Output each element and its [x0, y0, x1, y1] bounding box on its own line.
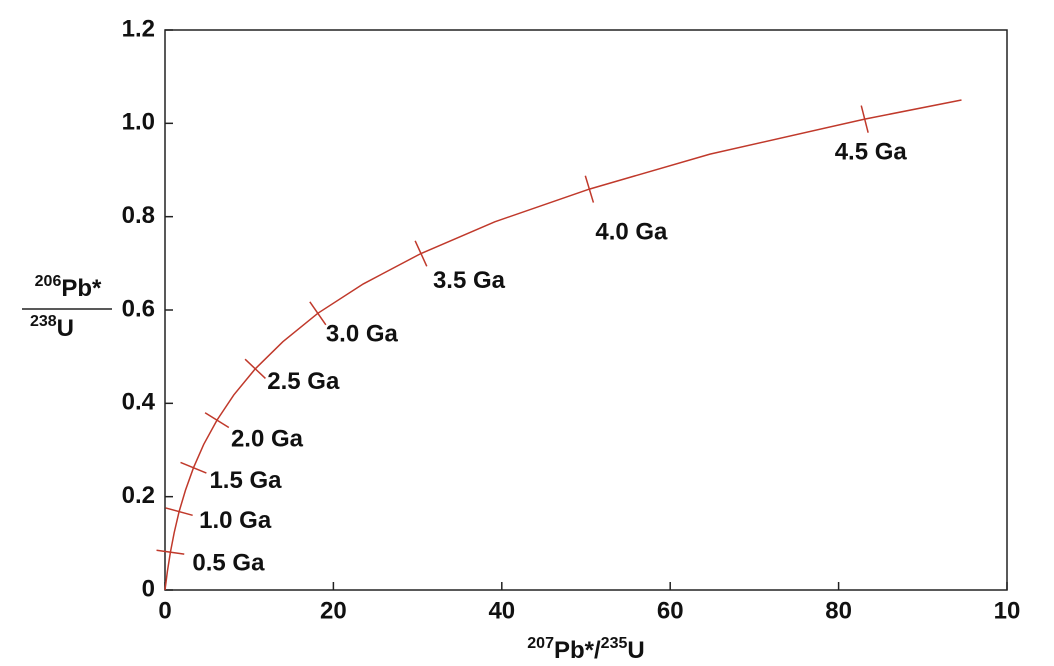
plot-frame: [164, 29, 1008, 591]
age-label: 1.5 Ga: [209, 467, 282, 494]
y-tick-label: 0: [142, 575, 155, 602]
label-superscript: 206: [35, 273, 62, 290]
age-marker: [584, 175, 595, 203]
x-tick-label: 60: [657, 597, 684, 624]
y-tick-label: 1.2: [122, 15, 155, 42]
age-label: 2.0 Ga: [231, 425, 304, 452]
label-text: Pb*/: [554, 637, 601, 664]
age-marker: [414, 240, 428, 267]
age-label: 4.5 Ga: [835, 138, 908, 165]
x-tick-label: 80: [825, 597, 852, 624]
concordia-curve: [164, 99, 962, 591]
age-label: 2.5 Ga: [267, 368, 340, 395]
x-tick-label: 0: [158, 597, 171, 624]
x-tick-label: 10: [994, 597, 1021, 624]
y-tick-label: 1.0: [122, 109, 155, 136]
label-superscript: 238: [30, 313, 57, 330]
age-label: 1.0 Ga: [199, 507, 272, 534]
age-label: 3.5 Ga: [433, 267, 506, 294]
label-text: U: [627, 637, 644, 664]
age-marker: [156, 549, 185, 555]
age-label: 4.0 Ga: [595, 218, 668, 245]
y-axis-label-denominator: 238U: [30, 313, 74, 342]
age-marker: [204, 412, 230, 429]
age-marker: [244, 358, 266, 379]
label-superscript: 207: [527, 635, 554, 652]
y-tick-label: 0.8: [122, 202, 155, 229]
y-axis-label-numerator: 206Pb*: [35, 273, 102, 302]
label-text: U: [57, 315, 74, 342]
y-tick-label: 0.4: [122, 389, 156, 416]
y-tick-label: 0.2: [122, 482, 155, 509]
age-label: 0.5 Ga: [192, 550, 265, 577]
x-tick-label: 20: [320, 597, 347, 624]
age-marker: [860, 105, 869, 133]
age-label: 3.0 Ga: [326, 321, 399, 348]
label-text: Pb*: [61, 275, 102, 302]
label-superscript: 235: [601, 635, 628, 652]
age-marker: [165, 507, 193, 517]
age-marker: [180, 461, 207, 474]
y-tick-label: 0.6: [122, 295, 155, 322]
x-axis-label: 207Pb*/235U: [527, 635, 644, 664]
age-marker: [309, 301, 327, 326]
x-tick-label: 40: [488, 597, 515, 624]
